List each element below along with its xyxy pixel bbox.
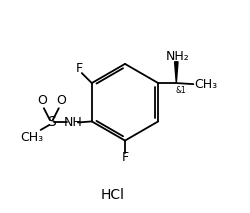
Text: O: O bbox=[56, 94, 66, 107]
Text: S: S bbox=[47, 115, 56, 130]
Text: CH₃: CH₃ bbox=[20, 131, 44, 144]
Text: CH₃: CH₃ bbox=[194, 78, 218, 91]
Text: NH₂: NH₂ bbox=[166, 50, 189, 63]
Text: &1: &1 bbox=[175, 86, 186, 95]
Text: F: F bbox=[76, 62, 82, 75]
Text: F: F bbox=[122, 151, 128, 164]
Text: O: O bbox=[37, 94, 47, 107]
Text: HCl: HCl bbox=[100, 188, 124, 202]
Polygon shape bbox=[174, 62, 178, 83]
Text: NH: NH bbox=[63, 116, 82, 129]
